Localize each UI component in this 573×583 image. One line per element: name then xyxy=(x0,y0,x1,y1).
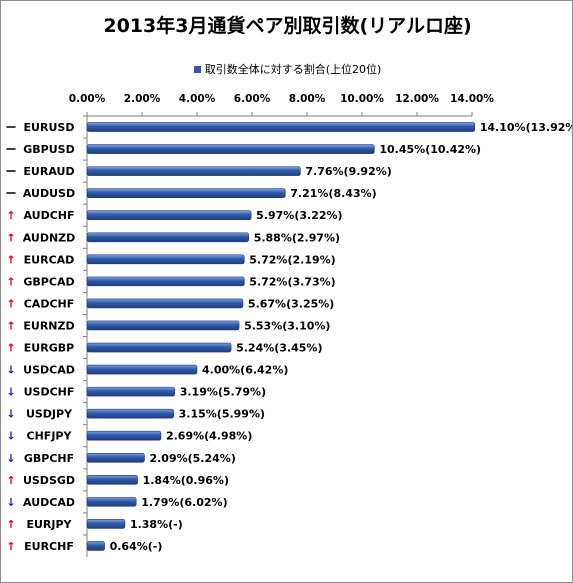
trend-marker: ー xyxy=(6,165,17,178)
data-label: 14.10%(13.92%) xyxy=(480,121,573,134)
category-label: EURGBP xyxy=(24,342,74,355)
trend-marker: ↑ xyxy=(6,297,15,310)
trend-marker: ↑ xyxy=(6,275,15,288)
category-label: USDSGD xyxy=(23,474,75,487)
bar xyxy=(86,320,240,331)
bar xyxy=(86,232,249,243)
bar xyxy=(86,166,301,176)
data-label: 5.67%(3.25%) xyxy=(248,297,334,310)
category-label: USDCAD xyxy=(23,364,75,377)
bar xyxy=(86,430,162,441)
data-label: 1.38%(-) xyxy=(130,518,183,531)
category-label: EURJPY xyxy=(26,518,72,531)
category-label: CHFJPY xyxy=(27,430,73,443)
x-tick-label: 14.00% xyxy=(450,93,494,105)
trend-marker: ↑ xyxy=(6,474,15,487)
data-label: 3.19%(5.79%) xyxy=(180,386,266,399)
category-label: USDCHF xyxy=(24,386,75,399)
trend-marker: ↓ xyxy=(6,496,15,509)
bar xyxy=(86,144,375,154)
legend: 取引数全体に対する割合(上位20位) xyxy=(1,61,572,77)
x-tick-label: 4.00% xyxy=(179,93,216,105)
bar xyxy=(86,386,176,397)
bar xyxy=(86,541,105,551)
data-label: 7.21%(8.43%) xyxy=(290,187,376,200)
bar xyxy=(86,254,245,265)
trend-marker: ↓ xyxy=(6,452,15,465)
data-label: 5.72%(2.19%) xyxy=(249,253,335,266)
x-tick-label: 10.00% xyxy=(340,93,384,105)
data-label: 5.53%(3.10%) xyxy=(244,319,330,332)
legend-swatch xyxy=(193,65,201,73)
trend-marker: ↑ xyxy=(6,231,15,244)
data-label: 10.45%(10.42%) xyxy=(379,143,481,156)
category-label: GBPCHF xyxy=(24,452,74,465)
category-label: AUDUSD xyxy=(23,187,75,200)
bar xyxy=(86,364,198,375)
trend-marker: ↓ xyxy=(6,364,15,377)
bar xyxy=(86,452,145,463)
category-label: EURCHF xyxy=(24,540,74,553)
data-label: 2.69%(4.98%) xyxy=(166,430,252,443)
category-label: AUDCHF xyxy=(23,209,74,222)
trend-marker: ー xyxy=(6,187,17,200)
category-label: GBPCAD xyxy=(23,275,74,288)
trend-marker: ↓ xyxy=(6,386,15,399)
category-label: AUDCAD xyxy=(23,496,75,509)
x-tick-label: 8.00% xyxy=(289,93,326,105)
bar xyxy=(86,276,245,287)
bar xyxy=(86,298,244,309)
data-label: 5.24%(3.45%) xyxy=(236,342,322,355)
trend-marker: ↑ xyxy=(6,540,15,553)
data-label: 7.76%(9.92%) xyxy=(305,165,391,178)
data-label: 1.79%(6.02%) xyxy=(141,496,227,509)
data-label: 2.09%(5.24%) xyxy=(149,452,235,465)
trend-marker: ↑ xyxy=(6,342,15,355)
trend-marker: ↑ xyxy=(6,253,15,266)
bar xyxy=(86,342,232,353)
data-label: 5.97%(3.22%) xyxy=(256,209,342,222)
chart-title: 2013年3月通貨ペア別取引数(リアルロ座) xyxy=(103,15,472,37)
data-label: 5.72%(3.73%) xyxy=(249,275,335,288)
category-label: EURCAD xyxy=(24,253,75,266)
category-label: CADCHF xyxy=(24,297,75,310)
trend-marker: ー xyxy=(6,143,17,156)
data-label: 1.84%(0.96%) xyxy=(143,474,229,487)
bar xyxy=(86,188,286,198)
x-tick-label: 0.00% xyxy=(69,93,106,105)
category-label: EURNZD xyxy=(23,319,74,332)
trend-marker: ↓ xyxy=(6,430,15,443)
data-label: 4.00%(6.42%) xyxy=(202,364,288,377)
legend-label: 取引数全体に対する割合(上位20位) xyxy=(204,63,382,76)
data-label: 3.15%(5.99%) xyxy=(179,408,265,421)
x-tick-label: 12.00% xyxy=(395,93,439,105)
trend-marker: ↑ xyxy=(6,319,15,332)
category-label: GBPUSD xyxy=(23,143,74,156)
bar xyxy=(86,210,252,221)
bar xyxy=(86,122,476,132)
bar xyxy=(86,408,174,419)
category-label: EURUSD xyxy=(24,121,75,134)
category-label: USDJPY xyxy=(26,408,73,421)
x-tick-label: 2.00% xyxy=(124,93,161,105)
trend-marker: ↑ xyxy=(6,518,15,531)
trend-marker: ー xyxy=(6,121,17,134)
trend-marker: ↑ xyxy=(6,209,15,222)
data-label: 0.64%(-) xyxy=(110,540,163,553)
category-label: EURAUD xyxy=(23,165,74,178)
category-label: AUDNZD xyxy=(23,231,76,244)
bar xyxy=(86,519,126,529)
x-tick-label: 6.00% xyxy=(234,93,271,105)
bar xyxy=(86,497,137,507)
trend-marker: ↓ xyxy=(6,408,15,421)
data-label: 5.88%(2.97%) xyxy=(254,231,340,244)
bar xyxy=(86,475,138,485)
